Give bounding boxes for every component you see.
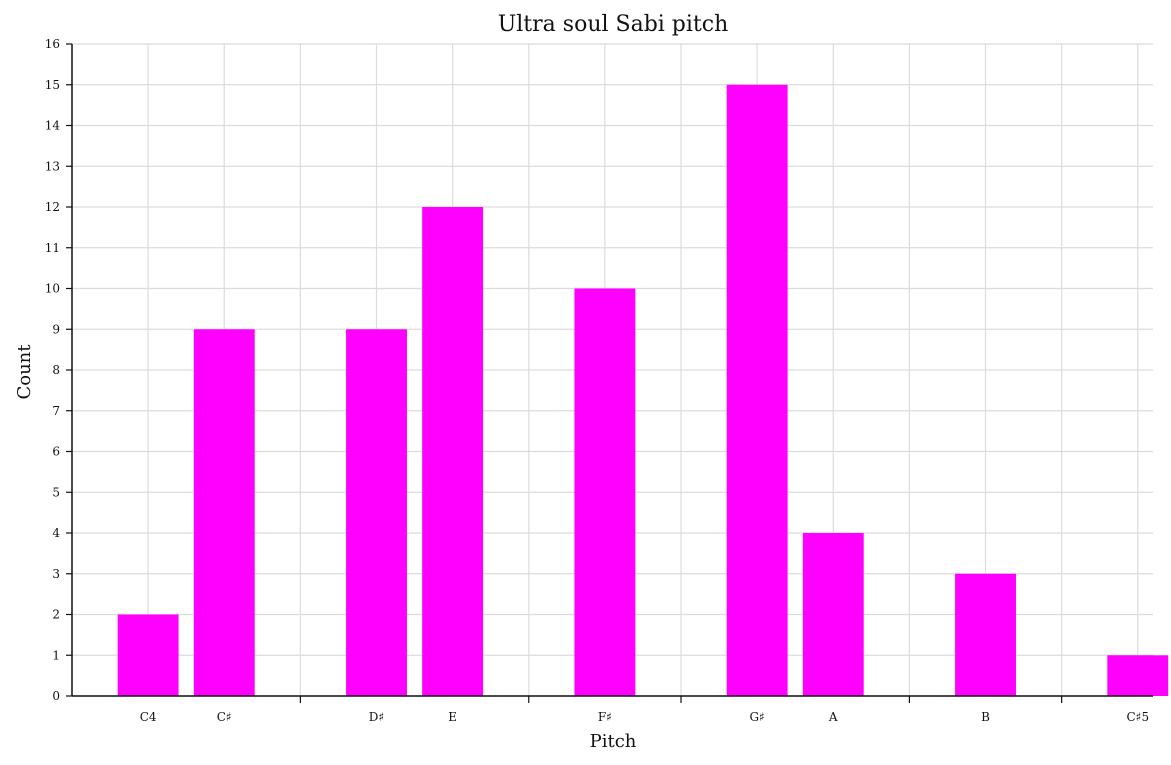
x-tick-label: D♯ <box>369 710 384 724</box>
y-tick-label: 10 <box>45 282 60 296</box>
y-tick-label: 7 <box>52 404 60 418</box>
x-tick-label: B <box>981 710 990 724</box>
y-tick-label: 1 <box>52 648 60 662</box>
y-axis-label: Count <box>14 344 35 400</box>
x-axis-label: Pitch <box>590 731 637 752</box>
bar-C♯ <box>193 329 255 696</box>
bar-D♯ <box>346 329 407 696</box>
y-tick-label: 13 <box>45 159 60 173</box>
y-tick-label: 9 <box>52 322 60 336</box>
y-tick-label: 3 <box>52 567 60 581</box>
chart-title: Ultra soul Sabi pitch <box>498 12 729 37</box>
x-tick-label: C4 <box>140 710 157 724</box>
y-tick-label: 0 <box>52 689 60 703</box>
y-tick-label: 8 <box>52 363 60 377</box>
x-tick-label: F♯ <box>598 710 612 724</box>
y-tick-label: 4 <box>52 526 60 540</box>
bar-C♯5 <box>1107 655 1169 696</box>
y-tick-label: 16 <box>45 37 60 51</box>
y-tick-label: 5 <box>52 485 60 499</box>
bar-G♯ <box>726 84 788 696</box>
y-tick-label: 15 <box>45 78 60 92</box>
bar-F♯ <box>574 288 636 696</box>
x-tick-label: C♯5 <box>1126 710 1149 724</box>
y-tick-label: 12 <box>45 200 60 214</box>
bar-E <box>422 207 484 696</box>
x-tick-label: E <box>448 710 457 724</box>
bar-B <box>955 573 1016 696</box>
axis-layer <box>66 43 1153 703</box>
y-tick-label: 2 <box>52 608 60 622</box>
y-tick-label: 14 <box>45 119 61 133</box>
y-tick-label: 6 <box>52 445 60 459</box>
x-tick-label: G♯ <box>749 710 764 724</box>
x-tick-label: C♯ <box>217 710 232 724</box>
bar-A <box>802 533 864 696</box>
x-tick-label: A <box>828 710 838 724</box>
y-tick-label: 11 <box>45 241 60 255</box>
bar-layer <box>117 84 1169 696</box>
bar-C4 <box>117 614 179 696</box>
